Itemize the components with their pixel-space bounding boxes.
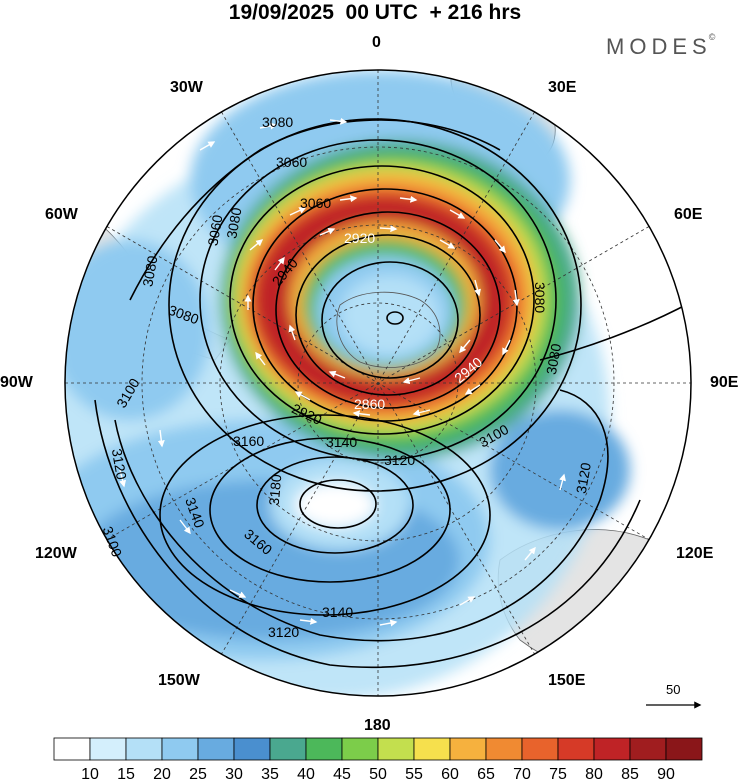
lon-label-0: 0: [372, 34, 381, 51]
colorbar-tick-label: 65: [477, 766, 495, 783]
contour-label: 3120: [573, 461, 594, 495]
colorbar-swatch: [161, 737, 199, 761]
colorbar-tick-label: 55: [405, 766, 423, 783]
lon-label-60w: 60W: [45, 206, 78, 223]
colorbar-swatch: [449, 737, 487, 761]
colorbar-swatch: [341, 737, 379, 761]
contour-label: 3080: [543, 342, 564, 376]
colorbar-tick-label: 15: [117, 766, 135, 783]
colorbar-tick-label: 85: [621, 766, 639, 783]
contour-label: 3140: [326, 434, 357, 450]
map-boundary: [64, 69, 692, 697]
colorbar-swatch: [305, 737, 343, 761]
colorbar-swatch: [377, 737, 415, 761]
contour-label: 3120: [268, 624, 299, 640]
colorbar-tick-label: 50: [369, 766, 387, 783]
colorbar-swatch: [629, 737, 667, 761]
antarctica-outline: [336, 291, 441, 368]
contour-label: 3080: [262, 114, 293, 130]
colorbar-swatch: [269, 737, 307, 761]
brand-logo: MODES©: [606, 32, 718, 60]
colorbar-tick-label: 20: [153, 766, 171, 783]
lon-label-90e: 90E: [710, 374, 739, 391]
map-disk: [65, 70, 691, 696]
reference-vector: 50: [646, 682, 702, 709]
wind-vectors: [109, 117, 566, 627]
lon-label-120e: 120E: [676, 545, 714, 562]
lon-label-30w: 30W: [170, 79, 203, 96]
lon-label-150w: 150W: [158, 672, 200, 689]
colorbar-tick-label: 25: [189, 766, 207, 783]
colorbar-tick-label: 45: [333, 766, 351, 783]
colorbar-tick-label: 70: [513, 766, 531, 783]
lon-label-30e: 30E: [548, 79, 577, 96]
contour-label: 3060: [204, 213, 225, 247]
colorbar-swatch: [197, 737, 235, 761]
copyright-mark: ©: [708, 32, 716, 42]
colorbar-swatch: [413, 737, 451, 761]
lon-label-90w: 90W: [0, 374, 33, 391]
colorbar-swatch: [665, 737, 703, 761]
contour-label: 2860: [354, 396, 385, 412]
contour-label: 3060: [276, 154, 307, 170]
brand-text: MODES: [606, 34, 712, 59]
contour-label: 3080: [139, 254, 160, 288]
height-contours: [94, 118, 691, 669]
colorbar-swatch: [53, 737, 91, 761]
contour-label: 3120: [109, 447, 130, 481]
colorbar-tick-label: 35: [261, 766, 279, 783]
lon-label-60e: 60E: [674, 206, 703, 223]
graticule: [65, 70, 691, 696]
colorbar-swatch: [89, 737, 127, 761]
colorbar-swatch: [557, 737, 595, 761]
colorbar-swatch: [485, 737, 523, 761]
lon-label-180: 180: [364, 717, 391, 734]
colorbar-swatch: [125, 737, 163, 761]
contour-label: 3140: [322, 604, 353, 620]
contour-label: 3180: [266, 473, 285, 506]
map-title: 19/09/2025 00 UTC + 216 hrs: [228, 1, 522, 24]
contour-label: 3080: [223, 206, 244, 240]
contour-label: 3160: [233, 433, 264, 449]
contour-label: 3080: [532, 282, 548, 313]
colorbar-tick-label: 10: [81, 766, 99, 783]
colorbar-swatch: [593, 737, 631, 761]
colorbar-swatch: [233, 737, 271, 761]
contour-label: 3060: [300, 195, 331, 211]
lon-label-120w: 120W: [35, 545, 77, 562]
colorbar-swatch: [521, 737, 559, 761]
contour-label: 3120: [384, 452, 415, 468]
contour-label: 2920: [344, 230, 375, 246]
colorbar-tick-label: 60: [441, 766, 459, 783]
lon-label-150e: 150E: [548, 672, 586, 689]
colorbar: [53, 737, 703, 761]
colorbar-tick-label: 30: [225, 766, 243, 783]
reference-vector-label: 50: [666, 682, 680, 697]
colorbar-tick-label: 40: [297, 766, 315, 783]
colorbar-tick-label: 75: [549, 766, 567, 783]
colorbar-tick-label: 80: [585, 766, 603, 783]
colorbar-tick-label: 90: [657, 766, 675, 783]
